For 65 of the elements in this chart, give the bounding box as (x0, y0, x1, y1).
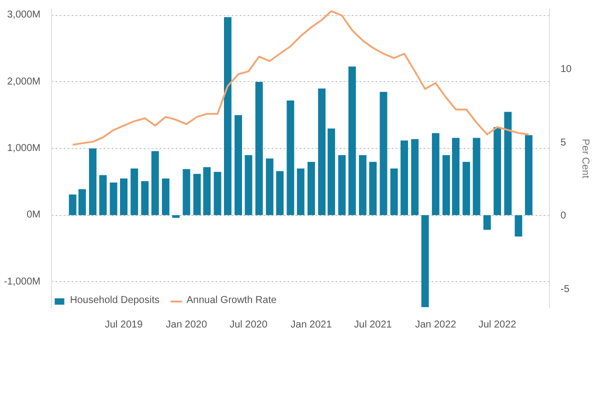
y-tick-label: 3,000M (7, 10, 41, 21)
bar (400, 140, 408, 216)
bar (276, 171, 284, 216)
bar (338, 155, 346, 216)
bar (380, 92, 388, 216)
y-tick-label: -1,000M (4, 276, 41, 288)
bar (162, 178, 170, 216)
bar (68, 194, 76, 216)
bar (120, 178, 128, 216)
y2-tick-label: 0 (560, 210, 566, 222)
line-series (72, 10, 530, 146)
bar (214, 172, 222, 216)
bar (328, 128, 336, 216)
bar (514, 215, 522, 236)
bar (308, 162, 315, 216)
bar (172, 215, 180, 218)
y-tick-label: 1,000M (7, 143, 41, 154)
bar (130, 168, 138, 216)
bar (348, 66, 356, 216)
bar (110, 182, 118, 216)
y-tick-label: 0M (26, 210, 41, 221)
bar (442, 155, 450, 216)
x-tick-label: Jan 2020 (166, 320, 208, 330)
bar (141, 181, 149, 216)
bar (244, 155, 252, 216)
y2-tick-label: 5 (560, 137, 566, 148)
bar (421, 215, 429, 308)
bar (193, 174, 201, 216)
x-tick-label: Jul 2021 (354, 320, 392, 330)
bar (504, 112, 512, 216)
bar (224, 17, 232, 216)
bar (462, 162, 470, 216)
x-tick-label: Jul 2020 (230, 320, 268, 330)
bar (432, 133, 440, 216)
legend-label: Annual Growth Rate (186, 295, 277, 306)
bar (296, 168, 304, 216)
y2-tick-label: -5 (560, 284, 570, 296)
bar (89, 148, 96, 216)
y2-tick-label: 10 (560, 64, 572, 75)
bar (472, 138, 480, 216)
x-tick-label: Jan 2021 (290, 320, 332, 330)
bar (203, 167, 211, 216)
bar (99, 175, 107, 216)
y-tick-label: 2,000M (7, 76, 41, 88)
bar (266, 158, 274, 216)
bar (182, 169, 190, 216)
bar (358, 155, 366, 216)
x-tick-label: Jan 2022 (415, 320, 457, 330)
bar (286, 100, 294, 216)
bar (234, 115, 242, 216)
bar (255, 82, 263, 216)
bar (318, 88, 326, 216)
bar (524, 135, 532, 216)
bar (483, 215, 491, 230)
bar (390, 168, 398, 216)
legend-label: Household Deposits (70, 295, 160, 306)
bar (411, 139, 419, 216)
bar (369, 162, 377, 216)
bar (452, 138, 460, 216)
bar (151, 151, 159, 216)
bar (78, 189, 86, 216)
x-tick-label: Jul 2019 (104, 320, 144, 330)
bar (494, 127, 502, 216)
x-tick-label: Jul 2022 (478, 320, 517, 330)
y2-axis-title: Per Cent (580, 138, 591, 178)
